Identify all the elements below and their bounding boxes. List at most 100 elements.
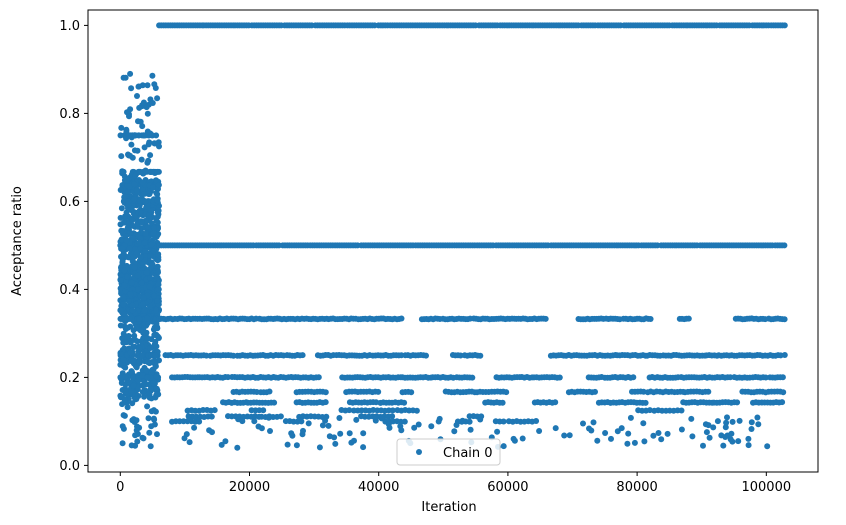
data-point [459,417,466,424]
data-point [762,374,769,381]
data-point [146,394,153,401]
y-tick-label: 0.0 [59,459,80,474]
data-point [121,214,128,221]
data-point [119,258,126,265]
data-point [780,389,787,396]
x-axis-ticks: 0 20000 40000 60000 80000 100000 [116,472,791,495]
data-point [499,399,506,406]
data-point [153,177,159,184]
data-point [155,281,162,288]
data-point [724,414,730,421]
data-point [151,341,158,348]
data-point [138,219,145,226]
data-point [678,426,685,433]
data-point [781,316,788,323]
data-point [150,366,157,373]
data-point [736,417,743,424]
data-point [401,399,408,406]
data-point [779,374,786,381]
data-point [139,179,146,186]
data-point [145,415,152,422]
data-point [124,404,131,411]
data-point [136,197,143,204]
data-point [119,253,126,260]
data-point [121,396,128,403]
data-point [134,338,141,345]
data-point [124,324,131,331]
data-point [360,430,367,437]
data-point [389,413,396,420]
data-point [139,372,146,379]
data-point [134,93,140,99]
data-point [658,436,665,443]
data-point [305,420,312,427]
data-point [131,181,138,188]
data-point [640,420,647,427]
x-tick-label: 60000 [487,480,528,495]
data-point [627,414,634,421]
data-point [284,441,291,448]
data-point [118,153,125,160]
data-point [641,438,648,445]
data-point [140,389,147,396]
data-point [678,407,685,414]
data-point [745,442,752,449]
legend-entry-chain-0: Chain 0 [443,446,493,461]
data-point [124,273,131,280]
data-point [120,330,127,337]
data-point [625,430,632,437]
data-point [222,438,229,445]
data-point [126,183,133,190]
data-point [398,315,405,322]
data-point [401,418,408,425]
data-point [141,190,148,197]
data-point [133,364,140,371]
data-point [144,82,151,89]
data-point [469,374,476,381]
data-point [144,374,151,381]
data-point [714,418,721,425]
data-point [781,22,788,29]
x-tick-label: 0 [116,480,124,495]
data-point [130,344,137,351]
data-point [148,168,155,175]
data-point [705,422,712,429]
data-point [477,352,484,359]
data-point [149,100,156,106]
x-axis-label: Iteration [421,500,476,515]
data-point [781,352,788,358]
data-point [154,168,161,175]
data-point [123,176,130,183]
data-point [156,357,162,364]
data-point [153,320,160,327]
y-axis-label: Acceptance ratio [10,186,25,296]
y-tick-label: 0.2 [59,371,80,386]
data-point [154,274,160,281]
data-point [139,301,146,308]
data-point [121,267,128,274]
data-point [147,443,154,450]
data-point [685,315,692,322]
legend-marker [416,449,422,455]
data-point [130,416,137,423]
data-point [126,245,133,252]
data-point [255,423,262,430]
data-point [556,374,563,381]
data-point [149,132,156,139]
data-point [125,151,131,158]
data-point [147,252,154,259]
data-point [727,436,734,443]
data-point [735,438,742,445]
data-point [655,430,662,436]
data-point [118,205,125,212]
data-point [127,230,134,237]
data-point [121,412,128,419]
data-point [428,423,435,430]
data-point [196,418,203,425]
data-point [142,198,149,205]
data-point [138,156,145,163]
data-point [385,421,392,428]
data-point [378,415,385,422]
data-point [142,167,149,174]
data-point [125,198,132,205]
